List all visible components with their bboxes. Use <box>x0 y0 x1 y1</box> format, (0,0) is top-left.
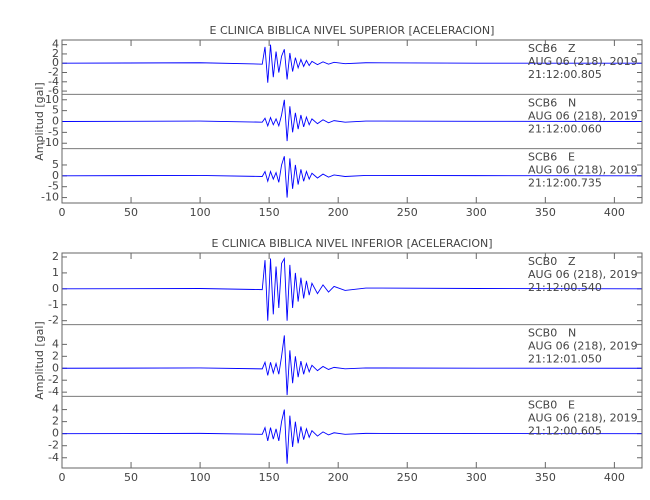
station-label: SCB6 <box>528 151 557 164</box>
y-tick-label: -6 <box>48 84 59 97</box>
x-tick-label: 50 <box>124 471 138 484</box>
y-tick-label: 2 <box>52 250 59 263</box>
plot-frame <box>61 39 643 204</box>
component-label: N <box>568 96 576 109</box>
waveform <box>61 156 643 198</box>
y-tick-label: -2 <box>48 66 59 79</box>
y-tick-label: -10 <box>41 136 59 149</box>
y-axis-label: Amplitud [gal] <box>33 82 46 160</box>
y-tick-label: 1 <box>52 266 59 279</box>
component-label: Z <box>568 42 576 55</box>
x-tick-label: 250 <box>397 206 418 219</box>
x-tick-label: 50 <box>124 206 138 219</box>
y-tick-label: 4 <box>52 38 59 51</box>
station-label: SCB0 <box>528 398 557 411</box>
x-tick-label: 200 <box>328 471 349 484</box>
plot-frame <box>61 252 643 469</box>
time-label: 21:12:00.540 <box>528 281 602 294</box>
panel-title: E CLINICA BIBLICA NIVEL INFERIOR [ACELER… <box>211 237 492 250</box>
waveform <box>61 99 643 142</box>
station-label: SCB6 <box>528 42 557 55</box>
y-tick-label: -5 <box>48 180 59 193</box>
time-label: 21:12:00.060 <box>528 122 602 135</box>
y-tick-label: 2 <box>52 47 59 60</box>
waveform <box>61 44 642 83</box>
x-tick-label: 150 <box>259 471 280 484</box>
x-tick-label: 0 <box>59 206 66 219</box>
date-label: AUG 06 (218), 2019 <box>528 411 638 424</box>
y-tick-label: 0 <box>52 427 59 440</box>
y-tick-label: -4 <box>48 451 59 464</box>
y-tick-label: 4 <box>52 403 59 416</box>
component-label: N <box>568 327 576 340</box>
x-tick-label: 350 <box>535 471 556 484</box>
waveform <box>61 335 643 396</box>
x-tick-label: 100 <box>190 471 211 484</box>
time-label: 21:12:00.605 <box>528 424 602 437</box>
time-label: 21:12:00.735 <box>528 177 602 190</box>
y-tick-label: -4 <box>48 385 59 398</box>
x-tick-label: 250 <box>397 471 418 484</box>
y-tick-label: -2 <box>48 439 59 452</box>
y-tick-label: -2 <box>48 314 59 327</box>
y-tick-label: 0 <box>52 361 59 374</box>
y-tick-label: 5 <box>52 158 59 171</box>
station-label: SCB0 <box>528 327 557 340</box>
component-label: E <box>568 151 575 164</box>
x-tick-label: 200 <box>328 206 349 219</box>
y-tick-label: -2 <box>48 373 59 386</box>
station-label: SCB0 <box>528 255 557 268</box>
waveform <box>61 409 643 464</box>
y-tick-label: 2 <box>52 415 59 428</box>
y-tick-label: -4 <box>48 75 59 88</box>
y-tick-label: 5 <box>52 104 59 117</box>
y-axis-label: Amplitud [gal] <box>33 321 46 399</box>
y-tick-label: 0 <box>52 282 59 295</box>
station-label: SCB6 <box>528 96 557 109</box>
x-tick-label: 400 <box>604 206 625 219</box>
x-tick-label: 300 <box>466 471 487 484</box>
y-tick-label: 10 <box>45 93 59 106</box>
y-tick-label: 0 <box>52 56 59 69</box>
y-tick-label: 0 <box>52 169 59 182</box>
date-label: AUG 06 (218), 2019 <box>528 164 638 177</box>
panel-title: E CLINICA BIBLICA NIVEL SUPERIOR [ACELER… <box>210 24 495 37</box>
x-tick-label: 100 <box>190 206 211 219</box>
time-label: 21:12:01.050 <box>528 353 602 366</box>
y-tick-label: -1 <box>48 298 59 311</box>
date-label: AUG 06 (218), 2019 <box>528 55 638 68</box>
x-tick-label: 300 <box>466 206 487 219</box>
x-tick-label: 0 <box>59 471 66 484</box>
y-tick-label: 2 <box>52 349 59 362</box>
y-tick-label: -5 <box>48 125 59 138</box>
x-tick-label: 150 <box>259 206 280 219</box>
time-label: 21:12:00.805 <box>528 68 602 81</box>
component-label: Z <box>568 255 576 268</box>
x-tick-label: 350 <box>535 206 556 219</box>
waveform <box>61 257 643 321</box>
date-label: AUG 06 (218), 2019 <box>528 268 638 281</box>
date-label: AUG 06 (218), 2019 <box>528 340 638 353</box>
date-label: AUG 06 (218), 2019 <box>528 109 638 122</box>
x-tick-label: 400 <box>604 471 625 484</box>
y-tick-label: -10 <box>41 191 59 204</box>
y-tick-label: 0 <box>52 115 59 128</box>
y-tick-label: 4 <box>52 337 59 350</box>
component-label: E <box>568 398 575 411</box>
